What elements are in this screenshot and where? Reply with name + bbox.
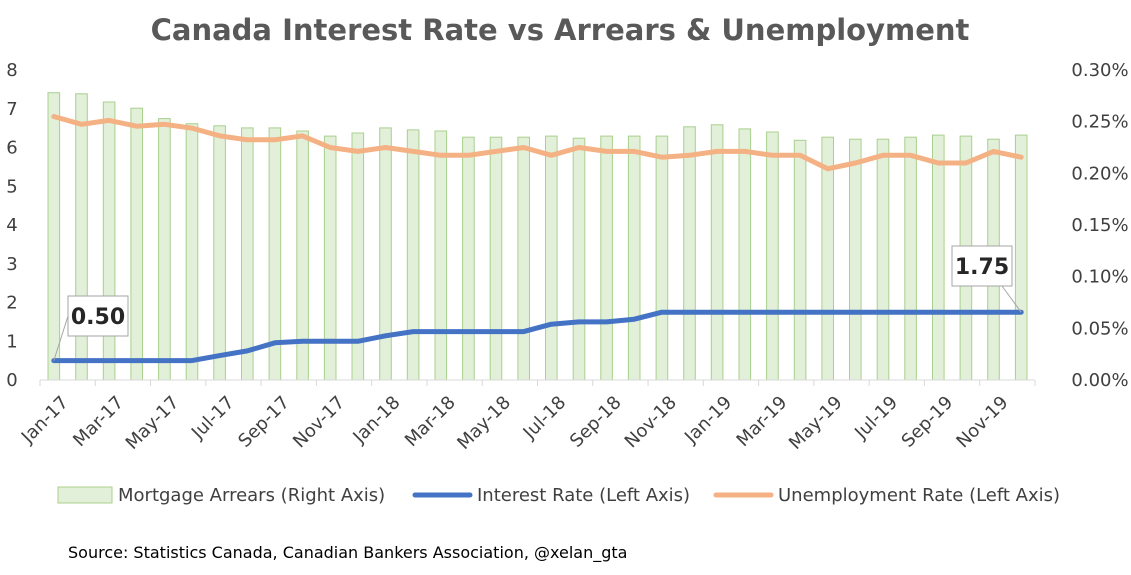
x-tick-label: Sep-19 — [898, 392, 958, 452]
arrears-bar-Dec-19 — [1014, 134, 1028, 381]
callout-leader — [53, 315, 69, 361]
x-tick-label: Mar-18 — [401, 392, 460, 451]
left-tick-label: 4 — [6, 215, 17, 236]
arrears-bar-Mar-19 — [766, 131, 779, 381]
unemployment-rate-line — [51, 114, 1024, 172]
arrears-bar-Nov-18 — [655, 135, 669, 381]
x-tick-label: May-17 — [122, 392, 184, 454]
arrears-bar-May-17 — [158, 118, 171, 381]
legend-label-arrears: Mortgage Arrears (Right Axis) — [118, 485, 385, 506]
arrears-bar-Jun-17 — [185, 123, 199, 381]
right-tick-label: 0.25% — [1071, 112, 1128, 133]
x-tick-label: Sep-18 — [566, 392, 626, 452]
x-tick-label: Nov-19 — [952, 392, 1012, 452]
arrears-bar-Mar-17 — [102, 101, 116, 381]
arrears-bar-Mar-18 — [434, 130, 448, 381]
callout-label: 0.50 — [71, 305, 125, 330]
x-tick-label: May-19 — [785, 392, 847, 454]
left-tick-label: 6 — [6, 138, 17, 159]
callout-box — [67, 295, 129, 337]
arrears-bar-Jul-18 — [545, 135, 558, 381]
right-tick-label: 0.30% — [1071, 60, 1128, 81]
x-tick-label: May-18 — [453, 392, 515, 454]
arrears-bar-Sep-18 — [600, 135, 613, 381]
arrears-bars — [47, 92, 1028, 381]
x-tick-label: Jul-18 — [519, 392, 571, 444]
x-tick-label: Jan-19 — [680, 392, 736, 448]
arrears-bar-Jan-17 — [47, 92, 61, 381]
left-tick-label: 1 — [6, 331, 17, 352]
x-tick-label: Jul-17 — [187, 392, 239, 444]
x-tick-label: Sep-17 — [234, 392, 294, 452]
legend: Mortgage Arrears (Right Axis) Interest Ra… — [57, 485, 1060, 506]
x-tick-label: Nov-18 — [621, 392, 681, 452]
left-tick-label: 8 — [6, 60, 17, 81]
right-tick-label: 0.00% — [1071, 370, 1128, 391]
left-tick-label: 0 — [6, 370, 17, 391]
arrears-bar-Oct-18 — [627, 135, 641, 381]
arrears-bar-Jul-17 — [213, 125, 226, 381]
chart-title: Canada Interest Rate vs Arrears & Unempl… — [151, 13, 970, 47]
arrears-bar-Apr-18 — [462, 136, 475, 381]
left-tick-label: 7 — [6, 99, 17, 120]
arrears-bar-May-18 — [489, 136, 503, 381]
arrears-bar-Jan-19 — [710, 124, 724, 381]
callout-leader — [1001, 285, 1022, 313]
right-tick-label: 0.20% — [1071, 163, 1128, 184]
legend-swatch-arrears — [57, 486, 113, 504]
legend-label-unemployment: Unemployment Rate (Left Axis) — [778, 485, 1060, 506]
left-tick-label: 5 — [6, 176, 17, 197]
legend-label-interest: Interest Rate (Left Axis) — [477, 485, 690, 506]
arrears-bar-Jan-18 — [379, 127, 392, 381]
left-tick-label: 2 — [6, 293, 17, 314]
x-tick-label: Mar-19 — [733, 392, 792, 451]
callout-label: 1.75 — [955, 255, 1009, 280]
arrears-bar-Sep-19 — [932, 134, 945, 381]
arrears-bar-Aug-18 — [572, 137, 586, 381]
x-tick-label: Jan-17 — [17, 392, 73, 448]
x-tick-label: Mar-17 — [69, 392, 128, 451]
source-note: Source: Statistics Canada, Canadian Bank… — [68, 543, 627, 563]
right-tick-label: 0.10% — [1071, 267, 1128, 288]
arrears-bar-Dec-18 — [683, 126, 696, 381]
x-tick-label: Jan-18 — [349, 392, 405, 448]
interest-rate-line — [51, 309, 1024, 364]
arrears-bar-Jun-19 — [849, 138, 862, 381]
right-tick-label: 0.05% — [1071, 318, 1128, 339]
callout-box — [951, 245, 1013, 287]
right-tick-label: 0.15% — [1071, 215, 1128, 236]
x-tick-label: Jul-19 — [850, 392, 902, 444]
series-lines — [51, 114, 1024, 364]
x-tick-label: Nov-17 — [289, 392, 349, 452]
arrears-bar-Apr-19 — [793, 139, 807, 381]
arrears-bar-Feb-18 — [406, 129, 420, 381]
arrears-bar-Apr-17 — [130, 107, 143, 381]
arrears-bar-Aug-17 — [241, 127, 254, 381]
arrears-bar-Feb-19 — [738, 128, 752, 381]
left-tick-label: 3 — [6, 254, 17, 275]
arrears-bar-May-19 — [821, 136, 835, 381]
callouts: 0.50 1.75 — [53, 245, 1022, 361]
arrears-bar-Jul-19 — [876, 138, 890, 381]
arrears-bar-Jun-18 — [517, 136, 531, 381]
arrears-bar-Feb-17 — [75, 93, 88, 381]
arrears-bar-Aug-19 — [904, 136, 917, 381]
